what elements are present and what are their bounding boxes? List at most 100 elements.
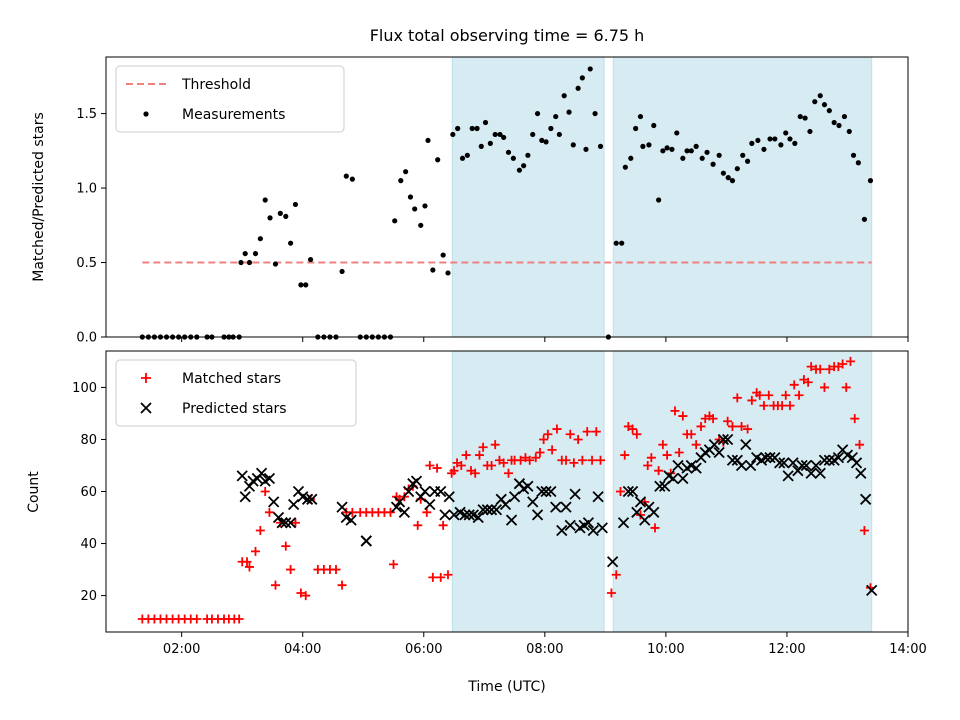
matched-star-point <box>461 450 471 460</box>
predicted-star-point <box>855 467 867 479</box>
measurement-point <box>307 256 314 263</box>
matched-star-point <box>815 364 825 374</box>
predicted-star-point <box>508 491 521 503</box>
measurement-point <box>303 282 309 288</box>
measurement-point <box>787 136 793 142</box>
measurement-point <box>802 115 808 121</box>
measurement-point <box>459 155 466 161</box>
matched-star-point <box>611 570 621 580</box>
matched-star-point <box>296 588 306 598</box>
measurement-point <box>597 143 604 149</box>
predicted-star-point <box>463 509 475 521</box>
top-legend: Threshold Measurements <box>115 65 345 133</box>
measurement-point <box>343 173 349 179</box>
predicted-star-point <box>448 509 460 521</box>
matched-star-point <box>337 580 347 590</box>
measurement-point <box>656 197 662 203</box>
matched-star-point <box>855 440 865 450</box>
bottom-observing-window-1 <box>612 350 873 633</box>
predicted-star-point <box>764 452 776 464</box>
measurement-point <box>450 131 456 138</box>
bottom-observing-window-0 <box>451 350 605 633</box>
matched-star-point <box>678 411 688 421</box>
matched-star-point <box>565 429 575 439</box>
predicted-star-point <box>336 501 348 513</box>
matched-star-point <box>535 447 545 457</box>
top-y-tick-label: 0.5 <box>76 256 97 271</box>
measurement-point <box>767 136 773 142</box>
measurement-point <box>831 119 837 126</box>
predicted-star-point <box>818 454 831 466</box>
predicted-star-point <box>617 517 630 529</box>
matched-star-point <box>436 572 446 582</box>
predicted-star-point <box>805 467 817 479</box>
predicted-star-point <box>263 472 276 485</box>
matched-star-point <box>819 382 829 392</box>
measurement-point <box>640 143 646 149</box>
measurement-point <box>846 128 852 135</box>
measurement-point <box>699 155 705 161</box>
predicted-star-point <box>485 504 498 516</box>
matched-star-point <box>413 520 423 530</box>
predicted-star-point <box>622 485 634 498</box>
matched-star-point <box>732 393 742 403</box>
matched-star-point <box>432 463 442 473</box>
predicted-star-point <box>301 493 314 505</box>
matched-star-point <box>539 434 549 444</box>
matched-star-point <box>504 468 514 478</box>
measurement-point <box>783 130 789 136</box>
measurement-point <box>440 252 446 258</box>
matched-star-point <box>281 541 291 551</box>
top-legend-label: Threshold <box>181 77 251 93</box>
predicted-star-point <box>236 470 248 482</box>
matched-star-point <box>646 453 656 463</box>
predicted-star-point <box>255 467 268 479</box>
matched-star-point <box>474 450 484 460</box>
measurement-point <box>298 282 304 288</box>
matched-star-point <box>743 424 753 434</box>
predicted-star-point <box>606 556 619 568</box>
predicted-star-point <box>690 462 702 474</box>
top-panel: 0.0 0.5 1.0 1.5 Threshold Measurements <box>76 56 909 346</box>
matched-star-point <box>543 429 553 439</box>
predicted-star-point <box>713 446 725 459</box>
measurement-point <box>836 122 842 129</box>
bottom-legend-label: Predicted stars <box>182 401 287 417</box>
predicted-star-point <box>522 480 534 492</box>
bottom-legend: Matched stars Predicted stars <box>115 359 357 427</box>
matched-star-point <box>691 440 701 450</box>
measurement-point <box>487 140 493 146</box>
matched-star-point <box>487 460 497 470</box>
measurement-point <box>277 210 283 216</box>
bottom-legend-label: Matched stars <box>182 371 281 387</box>
matched-star-point <box>755 390 765 400</box>
predicted-star-point <box>672 459 684 472</box>
measurement-point <box>622 164 628 170</box>
predicted-star-point <box>419 485 431 498</box>
matched-star-point <box>591 427 601 437</box>
bottom-x-tick-label: 06:00 <box>405 642 442 657</box>
measurement-point <box>246 259 253 266</box>
matched-star-point <box>242 557 252 567</box>
measurement-point <box>262 197 268 203</box>
predicted-star-point <box>499 498 512 511</box>
measurement-point <box>664 145 670 151</box>
top-axes-frame <box>105 56 909 338</box>
measurement-point <box>505 149 512 155</box>
matched-star-point <box>286 565 296 575</box>
predicted-star-point <box>569 488 581 500</box>
measurement-point <box>497 131 503 138</box>
predicted-star-point <box>634 496 647 508</box>
predicted-star-point <box>443 491 455 503</box>
predicted-star-point <box>564 519 576 531</box>
measurement-point <box>587 66 593 72</box>
matched-star-point <box>255 526 265 536</box>
measurement-point <box>272 261 279 267</box>
predicted-star-point <box>545 485 557 498</box>
predicted-star-point <box>782 470 794 482</box>
predicted-star-point <box>410 475 423 487</box>
predicted-star-point <box>560 501 572 513</box>
legend-measurement-swatch <box>143 111 149 117</box>
predicted-star-point <box>239 491 251 503</box>
measurement-point <box>669 146 675 152</box>
